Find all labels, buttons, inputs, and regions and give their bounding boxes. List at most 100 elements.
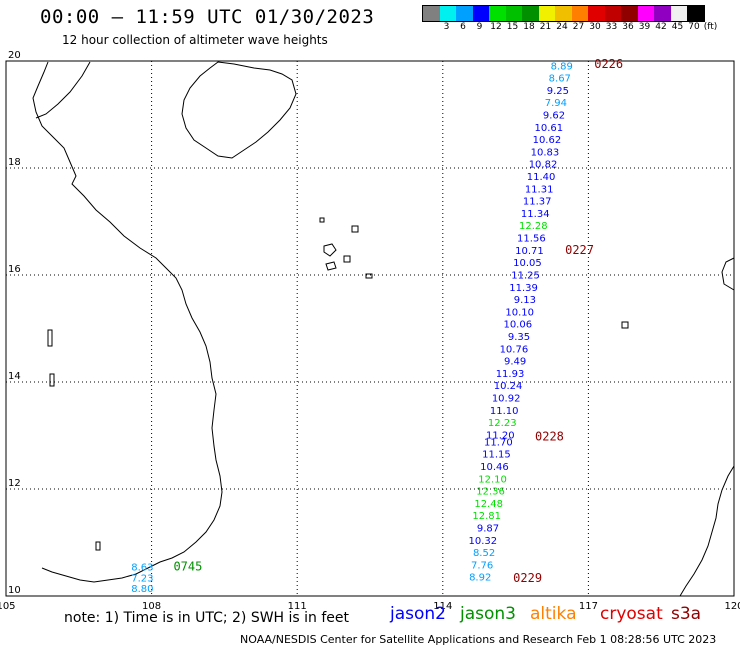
lat-tick-label: 20 (8, 50, 21, 61)
swh-value-label: 10.83 (531, 147, 560, 158)
scale-label: 12 (490, 22, 502, 32)
swh-value-label: 10.05 (513, 258, 542, 269)
swh-value-label: 9.35 (508, 332, 530, 343)
vietnam-coastline (32, 61, 223, 583)
swh-value-label: 10.32 (469, 536, 498, 547)
legend-s3a: s3a (671, 604, 702, 624)
swh-value-label: 10.06 (503, 320, 532, 331)
swh-value-label: 10.62 (533, 135, 562, 146)
swh-value-label: 11.93 (496, 369, 525, 380)
swh-value-label: 11.37 (523, 197, 552, 208)
swh-value-label: 11.31 (525, 184, 554, 195)
scale-swatch (522, 6, 539, 21)
scale-label: 18 (523, 22, 535, 32)
map-subtitle: 12 hour collection of altimeter wave hei… (62, 33, 328, 47)
gulf-coastline (35, 61, 91, 119)
swh-value-label: 12.10 (478, 474, 507, 485)
lat-tick-label: 14 (8, 371, 21, 382)
graticule: 105 108 111 114 117 120 20 18 16 14 12 10 (0, 50, 740, 612)
pass-time-label: 0229 (513, 571, 542, 585)
lat-tick-label: 12 (8, 478, 21, 489)
swh-value-label: 10.61 (535, 123, 564, 134)
islet-2 (325, 261, 337, 271)
swh-value-label: 10.76 (500, 344, 529, 355)
swh-value-label: 11.34 (521, 209, 550, 220)
scale-label: 39 (638, 22, 651, 32)
coastline (32, 61, 735, 597)
islet-6 (365, 273, 373, 279)
pass-time-labels: 0226 0227 0228 0229 0745 (173, 57, 623, 585)
map-note: note: 1) Time is in UTC; 2) SWH is in fe… (64, 610, 350, 626)
legend-cryosat: cryosat (600, 604, 663, 624)
scale-label: 30 (589, 22, 601, 32)
islet-5 (343, 255, 351, 263)
swh-value-label: 11.10 (490, 406, 519, 417)
islet-7 (621, 321, 629, 329)
swh-value-label: 11.25 (511, 270, 540, 281)
swh-value-label: 8.52 (473, 548, 495, 559)
swh-value-label: 11.56 (517, 234, 546, 245)
swh-value-label: 11.15 (482, 450, 511, 461)
scale-swatch (555, 6, 572, 21)
lon-tick-label: 111 (288, 601, 307, 612)
map-frame (5, 60, 735, 597)
swh-value-label: 7.76 (471, 560, 493, 571)
swh-value-label: 9.25 (547, 86, 569, 97)
scale-label: 21 (539, 22, 552, 32)
swh-value-label: 8.67 (549, 74, 571, 85)
hainan-island (181, 61, 297, 159)
swh-value-label: 11.39 (509, 283, 538, 294)
swh-value-label: 10.10 (505, 307, 534, 318)
lon-tick-label: 114 (433, 601, 452, 612)
scale-swatch (423, 6, 440, 21)
scale-label: 9 (476, 22, 483, 32)
swh-value-label: 10.46 (480, 462, 509, 473)
scale-swatch (637, 6, 654, 21)
scale-label: 33 (605, 22, 618, 32)
scale-label: 36 (622, 22, 634, 32)
islet-3 (351, 225, 359, 233)
lat-tick-label: 18 (8, 157, 21, 168)
swh-value-label: 8.80 (131, 584, 153, 595)
islet-4 (319, 217, 325, 223)
swh-value-label: 12.28 (519, 221, 548, 232)
swh-value-label: 7.94 (545, 98, 567, 109)
swh-value-label: 8.92 (469, 573, 491, 584)
swh-value-label: 10.82 (529, 160, 558, 171)
scale-label: 27 (572, 22, 585, 32)
pass-time-label: 0226 (594, 57, 623, 71)
swh-value-label: 10.71 (515, 246, 544, 257)
scale-swatch (571, 6, 588, 21)
scale-label: (ft) (703, 22, 718, 32)
scale-label: 24 (556, 22, 568, 32)
scale-label: 70 (688, 22, 700, 32)
islet-10 (95, 541, 101, 551)
scale-label: 3 (443, 22, 450, 32)
swh-value-label: 12.81 (472, 511, 501, 522)
scale-swatch (687, 6, 704, 21)
scale-swatch (654, 6, 671, 21)
swh-value-label: 9.62 (543, 111, 565, 122)
scale-swatch (489, 6, 506, 21)
map-title: 00:00 – 11:59 UTC 01/30/2023 (40, 6, 375, 28)
lon-tick-label: 120 (724, 601, 740, 612)
swh-value-label: 10.24 (494, 381, 523, 392)
swh-value-label: 11.40 (527, 172, 556, 183)
swh-value-label: 11.70 (484, 437, 513, 448)
lon-tick-label: 117 (579, 601, 598, 612)
pass-time-label: 0227 (565, 243, 594, 257)
color-scale-bar (422, 5, 705, 22)
swh-value-label: 12.36 (476, 487, 505, 498)
swh-value-label: 8.63 (131, 563, 153, 574)
scale-label: 45 (671, 22, 684, 32)
swh-value-label: 9.49 (504, 357, 526, 368)
swh-value-label: 7.23 (131, 573, 153, 584)
legend-jason2: jason2 (390, 604, 446, 624)
lon-tick-label: 105 (0, 601, 16, 612)
east-coastline (721, 257, 735, 291)
scale-swatch (588, 6, 605, 21)
pass-time-label: 0228 (535, 430, 564, 444)
philippine-coastline (679, 465, 735, 597)
scale-swatch (505, 6, 522, 21)
